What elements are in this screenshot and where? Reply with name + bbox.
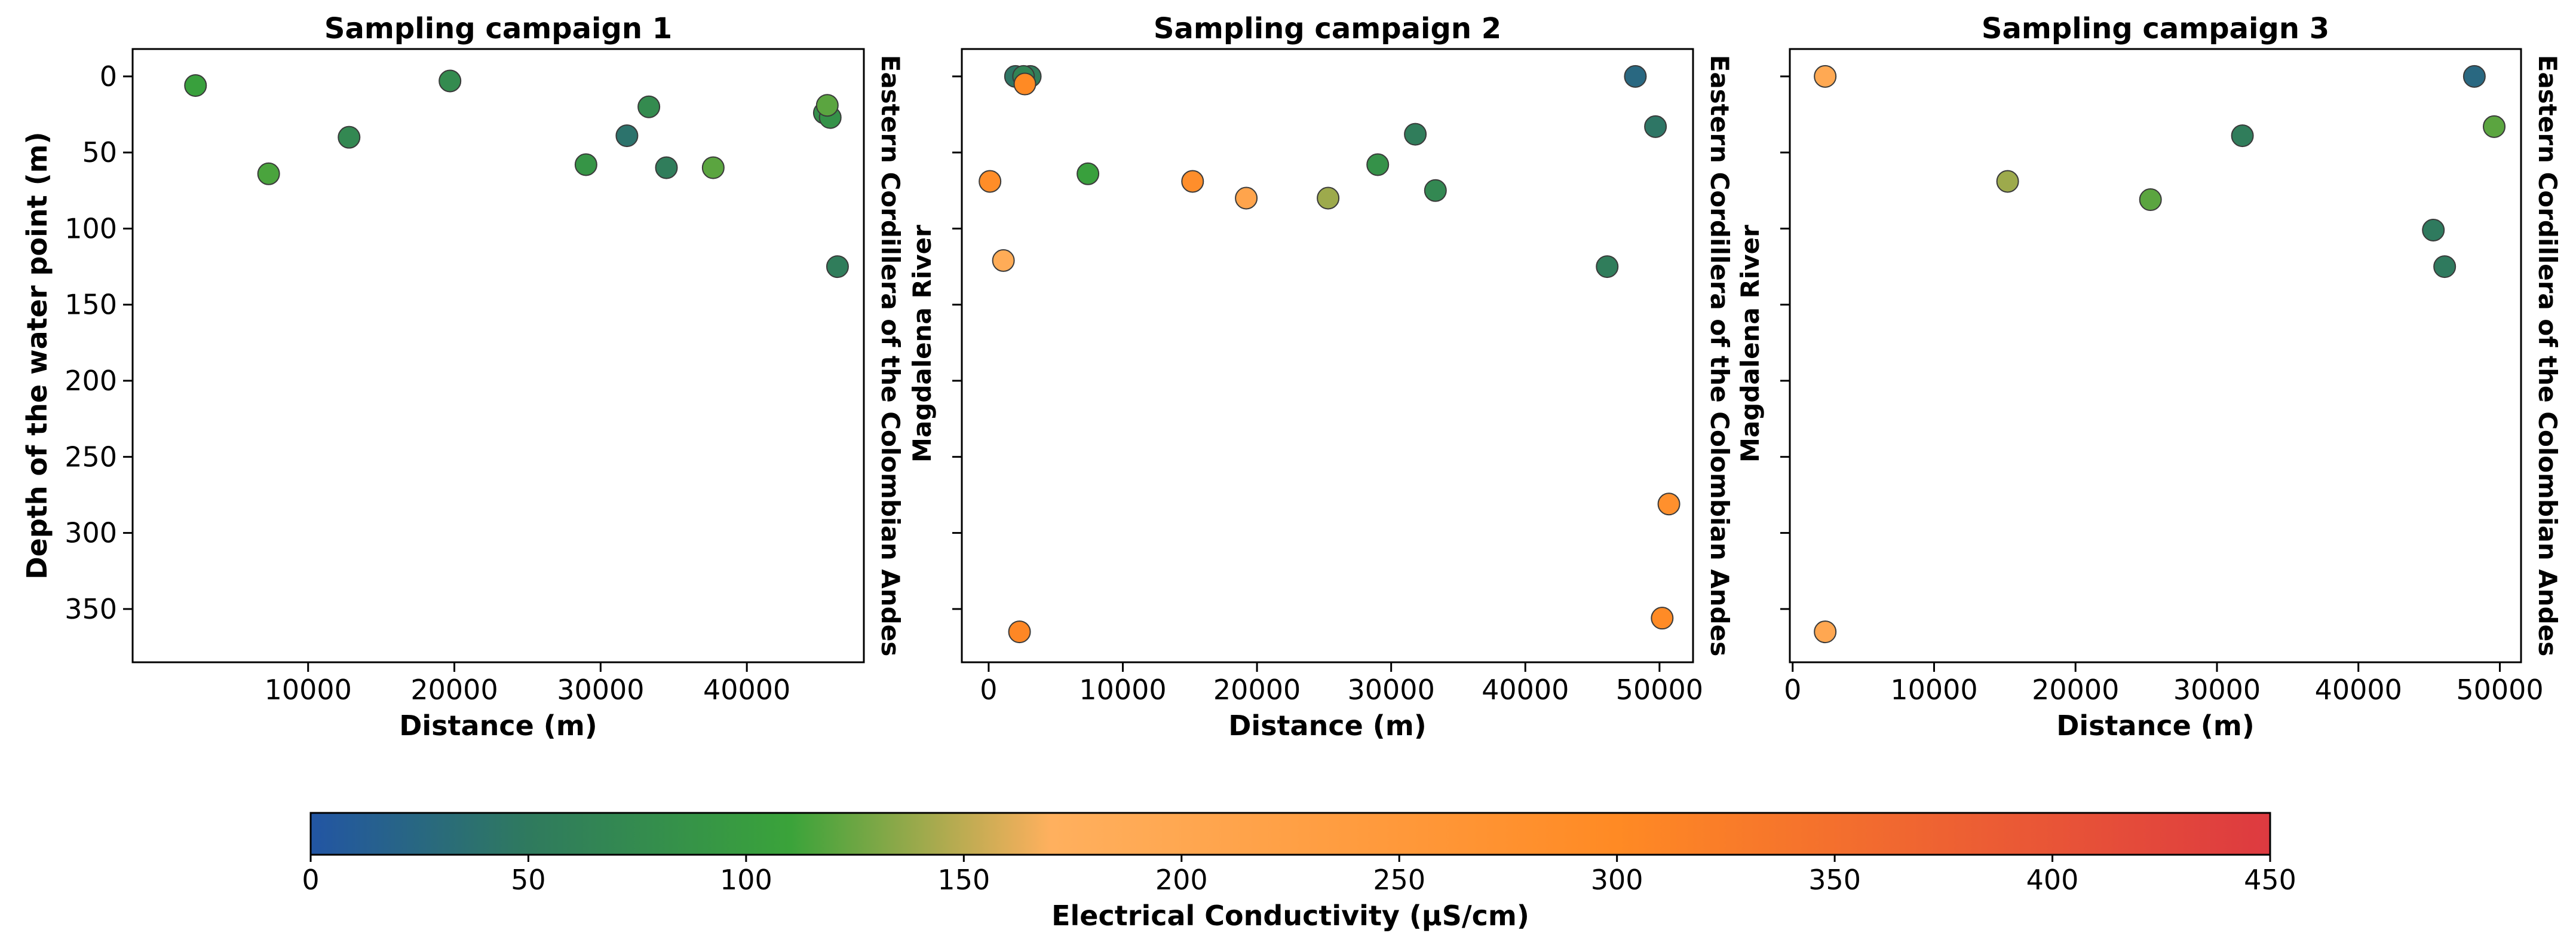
x-tick-label: 10000 <box>265 674 352 706</box>
x-tick-label: 20000 <box>410 674 498 706</box>
data-point-6 <box>615 124 639 148</box>
left-side-label: Magdalena River <box>1735 225 1765 463</box>
x-tick-label: 40000 <box>1482 674 1569 706</box>
plot-frame <box>131 48 865 663</box>
right-side-label: Eastern Cordillera of the Colombian Ande… <box>1705 55 1734 656</box>
colorbar-label: Electrical Conductivity (μS/cm) <box>1051 900 1529 932</box>
data-point-3 <box>338 126 361 149</box>
x-axis-label: Distance (m) <box>2056 709 2255 742</box>
data-point-18 <box>1657 493 1680 516</box>
panel-3: Sampling campaign 3 0 10000 20000 30000 40000… <box>1735 12 2562 742</box>
y-tick-label: 100 <box>65 212 117 244</box>
data-point-9 <box>1181 170 1204 193</box>
data-point-17 <box>1644 115 1667 138</box>
x-axis-label: Distance (m) <box>1228 709 1427 742</box>
y-tick-label: 0 <box>100 60 117 93</box>
x-tick-label: 40000 <box>2315 674 2402 706</box>
data-point-1 <box>184 74 207 97</box>
data-point-2 <box>257 162 280 185</box>
x-tick-label: 0 <box>1784 674 1801 706</box>
data-point-8 <box>655 156 678 179</box>
colorbar-ticks: 0 50 100 150 200 250 300 350 400 450 <box>302 855 2296 896</box>
left-side-label: Magdalena River <box>907 225 937 463</box>
x-tick-label: 10000 <box>1079 674 1166 706</box>
data-point-16 <box>1624 65 1647 88</box>
data-point-7 <box>637 95 661 118</box>
data-point-8 <box>2462 65 2486 88</box>
data-point-12 <box>815 94 839 117</box>
colorbar-tick-label: 0 <box>302 864 319 896</box>
colorbar-gradient <box>309 812 2271 856</box>
data-point-5 <box>979 170 1002 193</box>
data-point-12 <box>1366 153 1390 176</box>
x-tick-label: 20000 <box>1213 674 1301 706</box>
colorbar-tick-label: 50 <box>511 864 546 896</box>
data-point-4 <box>1013 72 1036 96</box>
right-side-label: Eastern Cordillera of the Colombian Ande… <box>2533 55 2562 656</box>
colorbar-tick-label: 200 <box>1155 864 1208 896</box>
colorbar-tick-label: 250 <box>1373 864 1425 896</box>
data-point-7 <box>2433 255 2457 279</box>
x-tick-label: 10000 <box>1890 674 1977 706</box>
y-tick-label: 200 <box>65 365 117 397</box>
data-point-10 <box>1235 186 1258 210</box>
y-tick-label: 250 <box>65 441 117 473</box>
panel-title: Sampling campaign 1 <box>324 12 672 45</box>
x-tick-label: 30000 <box>1348 674 1435 706</box>
data-point-14 <box>1424 179 1447 202</box>
x-tick-label: 40000 <box>703 674 790 706</box>
x-tick-label: 50000 <box>2456 674 2543 706</box>
data-point-6 <box>2422 218 2445 241</box>
y-axis-label: Depth of the water point (m) <box>21 131 53 579</box>
panel-1: Sampling campaign 1 10000 20000 30000 40000 0… <box>21 12 905 742</box>
data-point-5 <box>2231 124 2254 148</box>
data-point-4 <box>2139 188 2162 212</box>
y-tick-label: 50 <box>82 136 117 169</box>
x-tick-label: 30000 <box>2173 674 2261 706</box>
y-tick-label: 300 <box>65 517 117 549</box>
data-point-15 <box>1596 255 1619 279</box>
panel-title: Sampling campaign 2 <box>1154 12 1501 45</box>
colorbar-tick-label: 300 <box>1591 864 1643 896</box>
panel-2: Sampling campaign 2 0 10000 20000 30000 40000… <box>907 12 1734 742</box>
colorbar-tick-label: 150 <box>937 864 990 896</box>
data-point-11 <box>1317 186 1340 210</box>
data-point-9 <box>701 156 725 179</box>
x-tick-label: 20000 <box>2032 674 2119 706</box>
plot-frame <box>1789 48 2522 663</box>
colorbar: 0 50 100 150 200 250 300 350 400 450 Electrical C… <box>302 812 2296 932</box>
data-point-3 <box>1996 170 2019 193</box>
data-point-7 <box>1008 620 1031 644</box>
data-point-5 <box>574 153 597 176</box>
colorbar-tick-label: 450 <box>2244 864 2296 896</box>
right-side-label: Eastern Cordillera of the Colombian Ande… <box>876 55 905 656</box>
plot-frame <box>961 48 1694 663</box>
x-tick-label: 50000 <box>1616 674 1703 706</box>
colorbar-tick-label: 400 <box>2026 864 2079 896</box>
data-point-13 <box>826 255 849 279</box>
colorbar-tick-label: 350 <box>1808 864 1861 896</box>
y-tick-label: 350 <box>65 593 117 625</box>
x-axis-label: Distance (m) <box>399 709 597 742</box>
data-point-4 <box>438 69 462 93</box>
x-tick-label: 30000 <box>557 674 644 706</box>
data-point-2 <box>1814 620 1837 644</box>
data-point-19 <box>1651 607 1674 630</box>
data-point-1 <box>1814 65 1837 88</box>
colorbar-tick-label: 100 <box>720 864 772 896</box>
data-point-6 <box>992 249 1015 272</box>
panel-title: Sampling campaign 3 <box>1982 12 2329 45</box>
data-point-13 <box>1404 123 1427 146</box>
y-tick-label: 150 <box>65 289 117 321</box>
data-point-9 <box>2483 115 2506 138</box>
data-point-8 <box>1077 162 1100 185</box>
x-tick-label: 0 <box>980 674 997 706</box>
